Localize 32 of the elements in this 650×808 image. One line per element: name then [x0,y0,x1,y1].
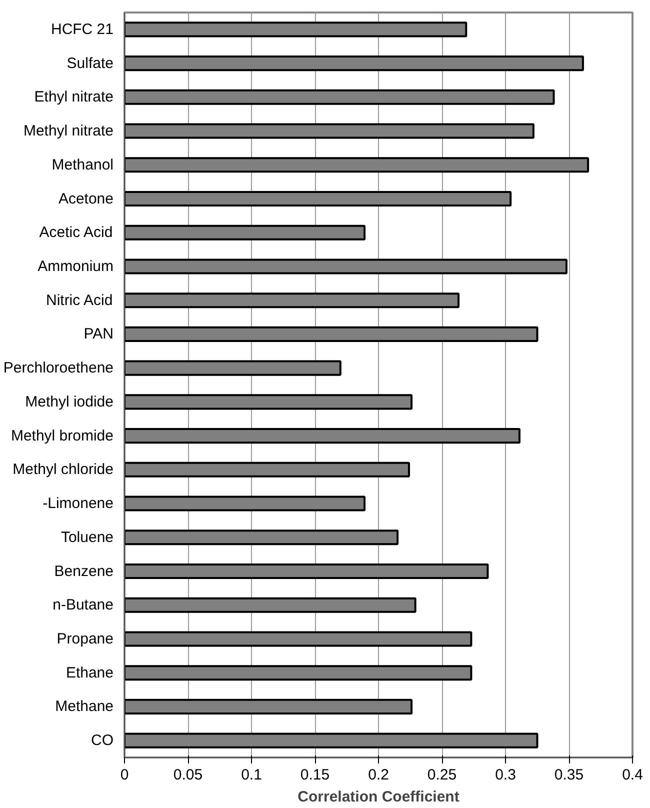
x-tick-label: 0.3 [495,766,516,784]
x-tick-label: 0.1 [241,766,262,784]
y-tick-label: HCFC 21 [50,20,114,38]
y-tick-label: PAN [84,326,114,343]
y-tick-label: Perchloroethene [3,360,114,377]
y-tick-label: CO [91,732,114,750]
y-tick-label: Sulfate [66,54,114,72]
y-tick-label: Toluene [60,528,114,546]
x-tick-label: 0.4 [622,766,643,784]
y-tick-label: Methyl bromide [10,427,114,444]
x-tick-label: 0.15 [300,766,330,784]
y-tick-label: Ethyl nitrate [34,88,114,106]
x-axis-title: Correlation Coefficient [298,788,460,806]
x-tick-label: 0.05 [173,766,203,784]
x-tick-label: 0.25 [427,766,457,784]
x-tick-label: 0.35 [554,766,584,784]
y-tick-label: Ammonium [38,258,114,275]
y-tick-label: Methane [55,698,114,716]
y-tick-label: Nitric Acid [46,292,113,309]
y-tick-label: Propane [56,630,114,648]
y-tick-label: Methyl nitrate [23,122,114,140]
y-tick-label: Benzene [54,562,114,580]
x-tick-label: 0 [120,766,129,784]
y-tick-label: Acetic Acid [39,224,113,242]
y-tick-label: n-Butane [52,596,114,614]
y-tick-label: Methyl chloride [12,461,114,478]
y-tick-label: -Limonene [42,495,114,512]
y-tick-label: Methanol [52,156,114,174]
y-tick-label: Methyl iodide [25,393,114,410]
y-tick-label: Acetone [58,190,114,208]
y-tick-label: Ethane [66,664,114,682]
x-tick-label: 0.2 [368,766,389,784]
